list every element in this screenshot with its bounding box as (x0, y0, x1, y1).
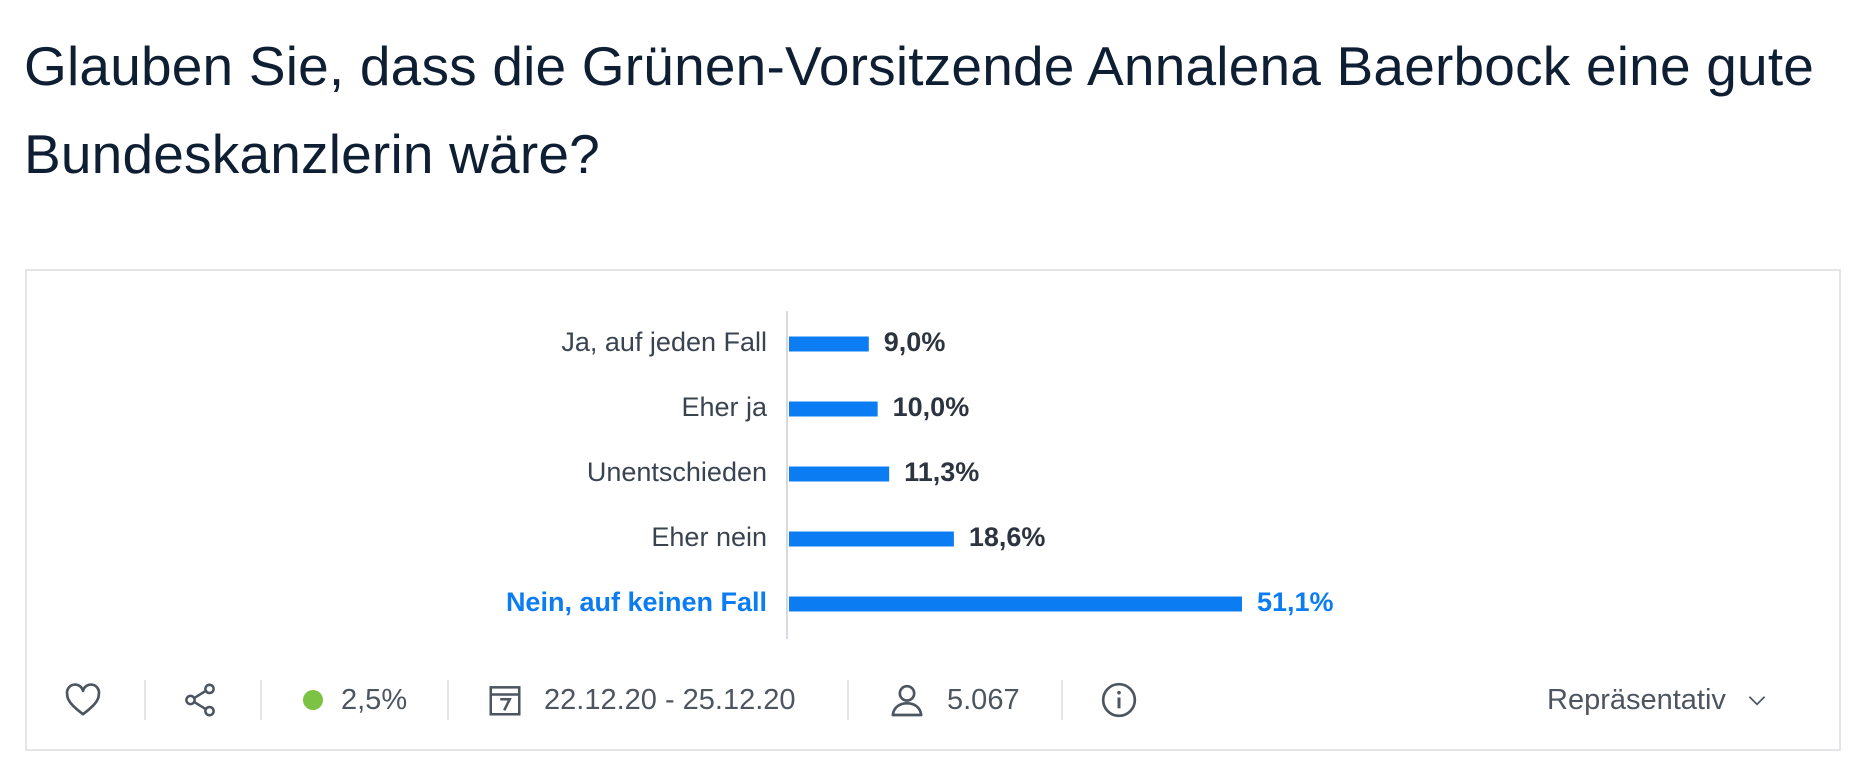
bar (789, 466, 890, 482)
status-dot (303, 690, 323, 710)
category-label: Ja, auf jeden Fall (561, 327, 767, 357)
footer-divider (144, 680, 146, 720)
representative-label: Repräsentativ (1547, 683, 1726, 716)
footer-divider (260, 680, 262, 720)
chevron-down-icon (1748, 696, 1766, 706)
respondents-count: 5.067 (947, 683, 1020, 716)
share-icon (185, 683, 215, 717)
date-range: 22.12.20 - 25.12.20 (544, 683, 796, 716)
value-label: 51,1% (1257, 587, 1334, 617)
footer-divider (847, 680, 849, 720)
calendar-icon (489, 686, 521, 716)
value-label: 11,3% (904, 457, 979, 487)
category-label: Nein, auf keinen Fall (506, 587, 767, 617)
representative-dropdown[interactable]: Repräsentativ (1547, 664, 1770, 736)
margin-of-error-value: 2,5% (341, 683, 408, 716)
bar (789, 401, 878, 417)
footer-divider (1061, 680, 1063, 720)
value-label: 18,6% (969, 522, 1046, 552)
poll-footer: 2,5% 22.12.20 - 25.12.20 5.067 (27, 664, 1839, 736)
value-label: 9,0% (884, 327, 946, 357)
info-icon (1101, 682, 1137, 718)
survey-period: 22.12.20 - 25.12.20 (486, 664, 796, 736)
bar (789, 596, 1242, 612)
bar (789, 336, 869, 352)
like-button[interactable] (63, 664, 103, 736)
bar (789, 531, 954, 547)
page-title: Glauben Sie, dass die Grünen-Vorsitzende… (24, 35, 1815, 185)
footer-divider (447, 680, 449, 720)
category-label: Unentschieden (587, 457, 767, 487)
heart-icon (65, 683, 101, 716)
margin-of-error: 2,5% (303, 664, 407, 736)
user-icon (891, 684, 923, 717)
value-label: 10,0% (893, 392, 970, 422)
category-label: Eher nein (651, 522, 767, 552)
info-button[interactable] (1099, 664, 1139, 736)
poll-card: Ja, auf jeden Fall 9,0% Eher ja 10,0% Unents… (25, 269, 1841, 751)
respondents: 5.067 (887, 664, 1020, 736)
bar-chart: Ja, auf jeden Fall 9,0% Eher ja 10,0% Unents… (506, 311, 1334, 639)
category-label: Eher ja (681, 392, 768, 422)
share-button[interactable] (181, 664, 219, 736)
